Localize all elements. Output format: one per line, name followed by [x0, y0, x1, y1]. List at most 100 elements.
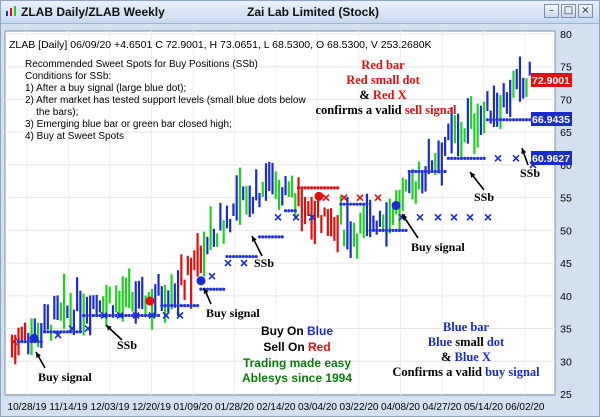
support-dot: [528, 118, 532, 122]
support-dot: [365, 202, 369, 206]
x-tick-label: 10/28/19: [8, 402, 47, 413]
resistance-dot: [336, 186, 340, 190]
support-dot: [427, 169, 431, 174]
support-dot: [524, 118, 529, 122]
resistance-dot: [323, 186, 327, 190]
support-dot: [49, 330, 53, 334]
support-dot: [381, 228, 385, 232]
arrow-head: [203, 288, 209, 294]
x-tick-label: 01/28/20: [215, 402, 254, 413]
support-dot: [290, 209, 294, 213]
lower-stop-flag: [531, 151, 572, 165]
support-dot: [521, 118, 525, 122]
support-dot: [85, 313, 89, 318]
support-dot: [443, 169, 447, 174]
support-dot: [209, 287, 213, 291]
buy-signal-label: Buy signal: [38, 370, 92, 384]
x-tick-label: 12/20/19: [132, 402, 171, 413]
y-axis-labels: 25 30 35 40 45 50 55 60 65 70 75 80: [560, 29, 572, 401]
arrow-head: [470, 172, 476, 178]
x-tick-label: 12/03/19: [91, 402, 130, 413]
arrow-head: [36, 352, 41, 358]
support-dot: [505, 118, 509, 122]
support-dot: [511, 118, 516, 122]
buy-signal-label: Buy signal: [206, 306, 260, 320]
resistance-dot: [316, 186, 320, 190]
quote-line: ZLAB [Daily] 06/09/20 +4.6501 C 72.9001,…: [9, 39, 432, 51]
y-tick-label: 50: [560, 225, 572, 237]
restore-button[interactable]: □: [561, 4, 576, 18]
buy-legend-line: & Blue X: [441, 350, 491, 364]
support-dot: [179, 304, 183, 308]
chart-tab-label[interactable]: ZLAB Daily/ZLAB Weekly: [21, 5, 165, 19]
support-dot: [196, 304, 200, 308]
buy-on-label: Buy On Blue: [261, 324, 333, 338]
support-dot: [492, 118, 496, 122]
support-dot: [127, 313, 131, 318]
support-dot: [244, 254, 249, 259]
instruction-line: 2) After market has tested support level…: [25, 95, 306, 106]
ssb-label: SSb: [254, 256, 274, 270]
large-signal-dots: [29, 191, 401, 343]
support-dot: [163, 304, 167, 308]
support-dot: [62, 330, 66, 334]
buy-legend: Blue bar Blue small dot & Blue X Confirm…: [392, 320, 540, 379]
ssb-label: SSb: [117, 338, 137, 352]
support-dot: [459, 156, 463, 160]
support-dot: [456, 156, 460, 160]
support-dot: [339, 202, 343, 206]
support-dot: [218, 287, 222, 291]
support-dot: [192, 304, 196, 308]
arrow-head: [402, 214, 408, 220]
support-dot: [469, 156, 473, 160]
support-dot: [436, 169, 441, 174]
support-dot: [137, 313, 141, 318]
instruction-line: Recommended Sweet Spots for Buy Position…: [25, 59, 258, 70]
support-dot: [205, 287, 209, 291]
x-mark: [10, 338, 18, 346]
support-dot: [349, 202, 353, 206]
support-dot: [352, 202, 356, 206]
support-dot: [140, 313, 144, 318]
sell-legend: Red bar Red small dot & Red X confirms a…: [316, 58, 458, 117]
support-dot: [371, 228, 376, 232]
support-dot: [114, 313, 118, 318]
signal-dot: [196, 276, 206, 286]
support-dot: [173, 304, 177, 308]
support-dot: [267, 235, 271, 239]
support-dot: [479, 156, 483, 160]
resistance-dot: [326, 186, 330, 190]
close-button[interactable]: ×: [578, 4, 593, 18]
support-dot: [463, 156, 467, 160]
minimize-button[interactable]: –: [544, 4, 559, 18]
support-dot: [362, 202, 366, 206]
x-mark: [240, 259, 248, 267]
x-mark: [68, 324, 76, 333]
x-mark: [484, 213, 492, 221]
signal-arrows: [35, 147, 529, 369]
support-dot: [42, 330, 47, 334]
support-dot: [39, 340, 43, 344]
close-icon: ×: [581, 5, 590, 16]
support-dot: [453, 156, 457, 160]
plot-area[interactable]: [4, 30, 556, 396]
sell-legend-line: Red bar: [361, 58, 405, 72]
resistance-dot: [309, 186, 314, 190]
upper-stop-text: 66.9435: [532, 114, 570, 126]
support-dot: [124, 313, 128, 318]
support-dot: [274, 235, 278, 239]
resistance-dot: [303, 186, 307, 190]
instruction-line: 1) After a buy signal (large blue dot);: [25, 83, 186, 94]
instruction-line: Conditions for SSb:: [25, 71, 111, 82]
support-dot: [212, 287, 216, 291]
signal-x-marks: [10, 154, 537, 346]
support-dot: [355, 202, 359, 206]
support-dot: [26, 340, 30, 344]
x-tick-label: 01/09/20: [174, 402, 213, 413]
support-dot: [222, 287, 226, 291]
support-dot: [108, 313, 112, 318]
support-dot: [518, 118, 522, 122]
support-dot: [95, 313, 99, 318]
support-dot: [378, 228, 382, 232]
